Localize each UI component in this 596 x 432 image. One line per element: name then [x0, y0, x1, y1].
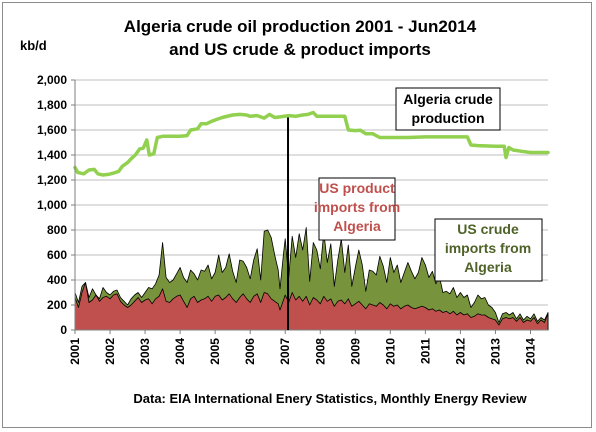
x-tick-labels: 2001 2002 2003 2004 2005 2006 2007 2008 2009 2010… [68, 330, 537, 365]
chart-title-line-2: and US crude & product imports [169, 40, 431, 59]
y-tick-labels: 0 200 400 600 800 1,000 1,200 1,400 1,600 1,800 2,… [37, 73, 75, 337]
y-axis-label: kb/d [20, 38, 47, 53]
production-label-line-1: Algeria crude [403, 91, 493, 107]
x-tick-label-2010: 2010 [383, 338, 397, 365]
x-tick-label-2004: 2004 [173, 338, 187, 365]
y-tick-label-1000: 1,000 [37, 198, 67, 212]
y-tick-label-1400: 1,400 [37, 148, 67, 162]
y-tick-label-2000: 2,000 [37, 73, 67, 87]
crude-imports-label-box: US crude imports from Algeria [434, 218, 543, 282]
crude-imports-label-line-1: US crude [457, 221, 519, 237]
production-label-line-2: production [411, 110, 484, 126]
x-tick-label-2002: 2002 [103, 338, 117, 365]
y-tick-label-1800: 1,800 [37, 98, 67, 112]
production-series-line [73, 110, 550, 177]
x-tick-label-2009: 2009 [348, 338, 362, 365]
x-tick-label-2001: 2001 [68, 338, 82, 365]
y-tick-label-1200: 1,200 [37, 173, 67, 187]
product-imports-label-box: US product imports from Algeria [314, 177, 400, 241]
production-label-border [395, 87, 501, 131]
x-tick-label-2011: 2011 [418, 338, 432, 364]
production-label-box: Algeria crude production [395, 87, 501, 131]
production-line [73, 110, 550, 177]
product-imports-area [74, 282, 549, 331]
x-tick-label-2014: 2014 [523, 338, 537, 365]
product-imports-label-line-1: US product [319, 180, 395, 196]
x-tick-label-2013: 2013 [488, 338, 502, 365]
import-areas [74, 227, 549, 331]
chart-title-line-1: Algeria crude oil production 2001 - Jun2… [124, 17, 477, 36]
product-imports-label-line-2: imports from [314, 199, 400, 215]
source-note: Data: EIA International Enery Statistics… [133, 391, 527, 406]
product-imports-label-line-3: Algeria [333, 218, 381, 234]
y-tick-label-800: 800 [47, 223, 67, 237]
y-tick-label-1600: 1,600 [37, 123, 67, 137]
x-tick-label-2006: 2006 [243, 338, 257, 365]
crude-imports-label-border [434, 218, 543, 282]
x-tick-label-2008: 2008 [313, 338, 327, 365]
x-tick-label-2007: 2007 [278, 338, 292, 365]
crude-imports-label-line-3: Algeria [464, 259, 512, 275]
chart-frame [2, 2, 592, 428]
y-tick-label-600: 600 [47, 248, 67, 262]
crude-imports-label-line-2: imports from [445, 240, 531, 256]
x-tick-label-2012: 2012 [453, 338, 467, 365]
y-tick-label-200: 200 [47, 298, 67, 312]
x-tick-label-2005: 2005 [208, 338, 222, 365]
y-tick-label-400: 400 [47, 273, 67, 287]
y-tick-label-0: 0 [60, 323, 67, 337]
product-imports-label-border [318, 177, 396, 241]
x-tick-label-2003: 2003 [138, 338, 152, 365]
